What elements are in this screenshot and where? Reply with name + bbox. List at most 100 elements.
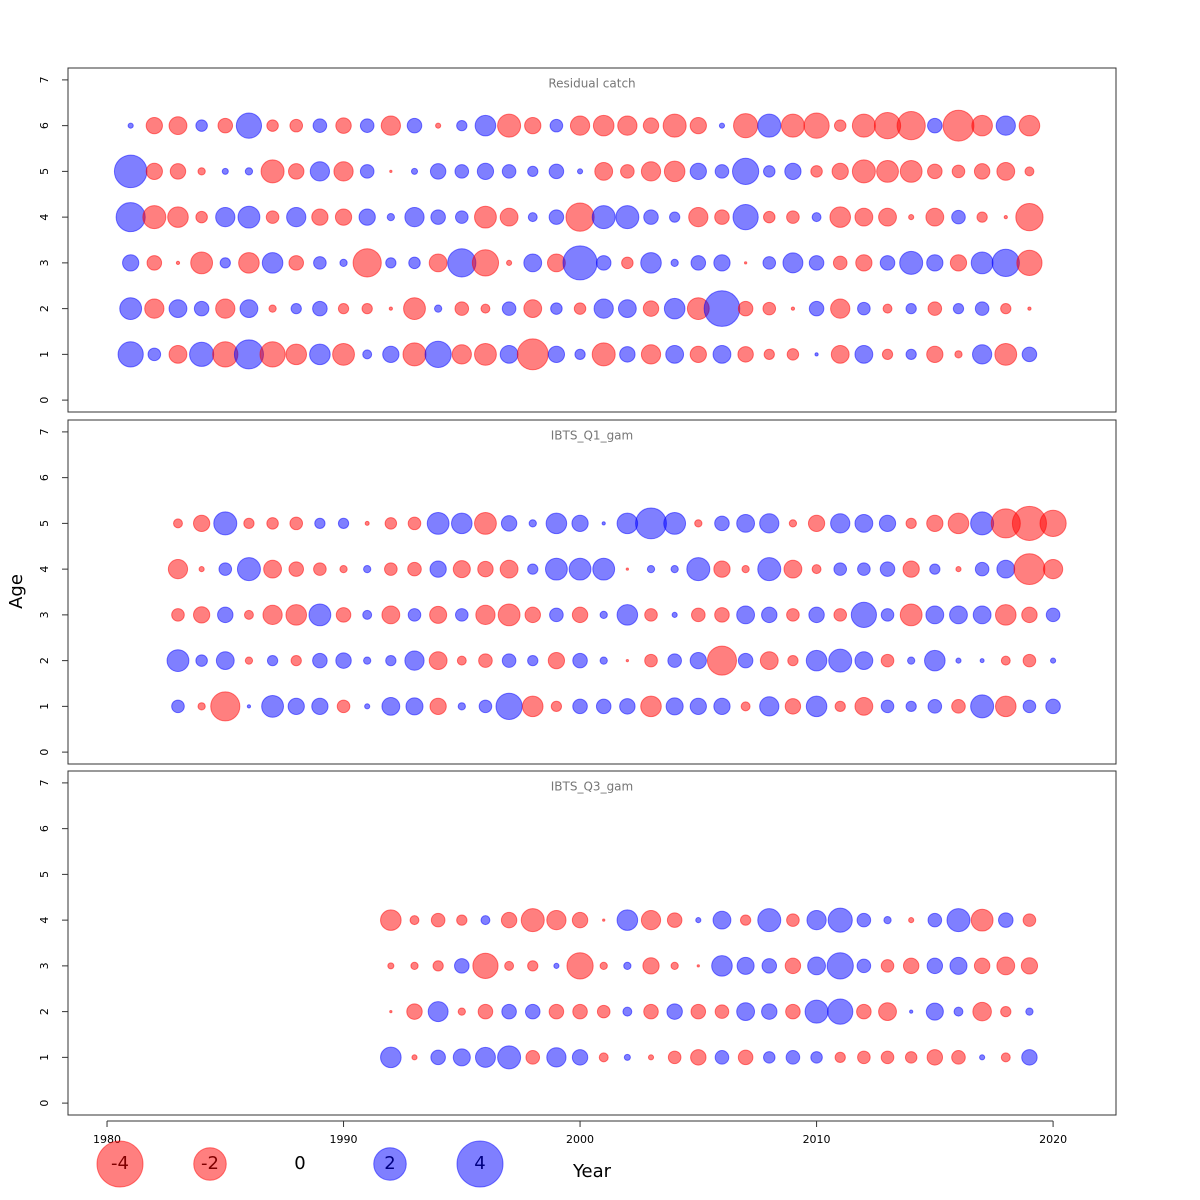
bubble [117,341,144,368]
bubble [474,114,497,137]
bubble [713,560,731,578]
bubble [195,119,208,132]
bubble [424,340,452,368]
bubble [665,697,684,716]
bubble [175,260,181,265]
bubble [406,1003,423,1020]
bubble [689,697,707,715]
bubble [876,159,899,183]
bubble [497,1045,522,1070]
bubble [478,653,493,668]
bubble [970,251,994,275]
bubble [670,564,679,574]
bubble [905,517,917,530]
bubble [952,302,965,315]
bubble [926,957,944,975]
bubble [500,911,518,929]
bubble [689,345,707,363]
bubble [926,345,944,363]
bubble [666,1003,683,1020]
y-tick-label: 1 [38,1054,51,1061]
bubble [548,163,565,180]
bubble [238,252,260,274]
bubble [949,254,968,272]
bubble [926,254,944,272]
legend-bubble [373,1147,407,1181]
bubble [195,210,208,224]
plot-box [67,67,1117,413]
bubble [197,702,206,711]
bubble [309,161,331,182]
bubble [426,511,450,535]
bubble [358,208,376,226]
bubble [428,253,448,273]
bubble [516,338,549,371]
y-tick-label: 6 [38,474,51,481]
bubble [619,698,636,715]
bubble [904,1051,918,1064]
bubble [857,301,871,316]
bubble [955,657,962,664]
bubble [171,608,185,622]
bubble [410,961,419,971]
bubble [786,210,800,224]
bubble [804,999,829,1024]
bubble [566,952,594,980]
bubble [198,566,205,573]
x-tick-label: 2020 [1039,1133,1067,1146]
bubble [643,209,659,225]
bubble [667,653,682,668]
bubble [192,514,211,533]
bubble [308,603,332,627]
bubble [1015,203,1044,232]
bubble [706,645,738,676]
bubble [743,261,748,265]
bubble [599,610,608,620]
bubble [827,907,853,933]
bubble [617,115,638,136]
bubble [878,1002,897,1022]
bubble [879,255,896,271]
bubble [260,159,285,184]
bubble [883,915,892,925]
bubble [827,998,854,1025]
bubble [243,517,255,530]
bubble [951,699,966,714]
bubble [217,117,234,134]
bubble [902,560,920,578]
bubble [763,348,775,361]
bubble [429,697,447,715]
bubble [571,911,589,929]
bubble [362,349,373,360]
bubble [856,912,872,928]
bubble [244,656,254,665]
bubble [616,604,639,626]
bubble [334,208,353,226]
bubble [899,603,923,627]
bubble [387,962,395,970]
bubble [144,298,165,319]
bubble [499,559,519,579]
bubble [381,696,401,716]
bubble [524,606,541,624]
legend-label: 4 [474,1153,485,1174]
bubble [763,1051,776,1064]
bubble [949,956,968,975]
bubble [447,248,477,278]
bubble [429,163,447,180]
bubble [666,912,683,928]
bubble [454,958,470,974]
bubble [573,302,587,315]
bubble [456,119,468,132]
bubble [456,655,467,666]
y-tick-label: 7 [38,428,51,435]
bubble [714,515,730,532]
bubble [907,656,916,665]
bubble [576,168,584,175]
bubble [259,341,286,368]
y-tick-label: 6 [38,825,51,832]
bubble [763,165,776,178]
bubble [782,252,804,274]
bubble [784,698,802,715]
bubble [363,656,372,665]
